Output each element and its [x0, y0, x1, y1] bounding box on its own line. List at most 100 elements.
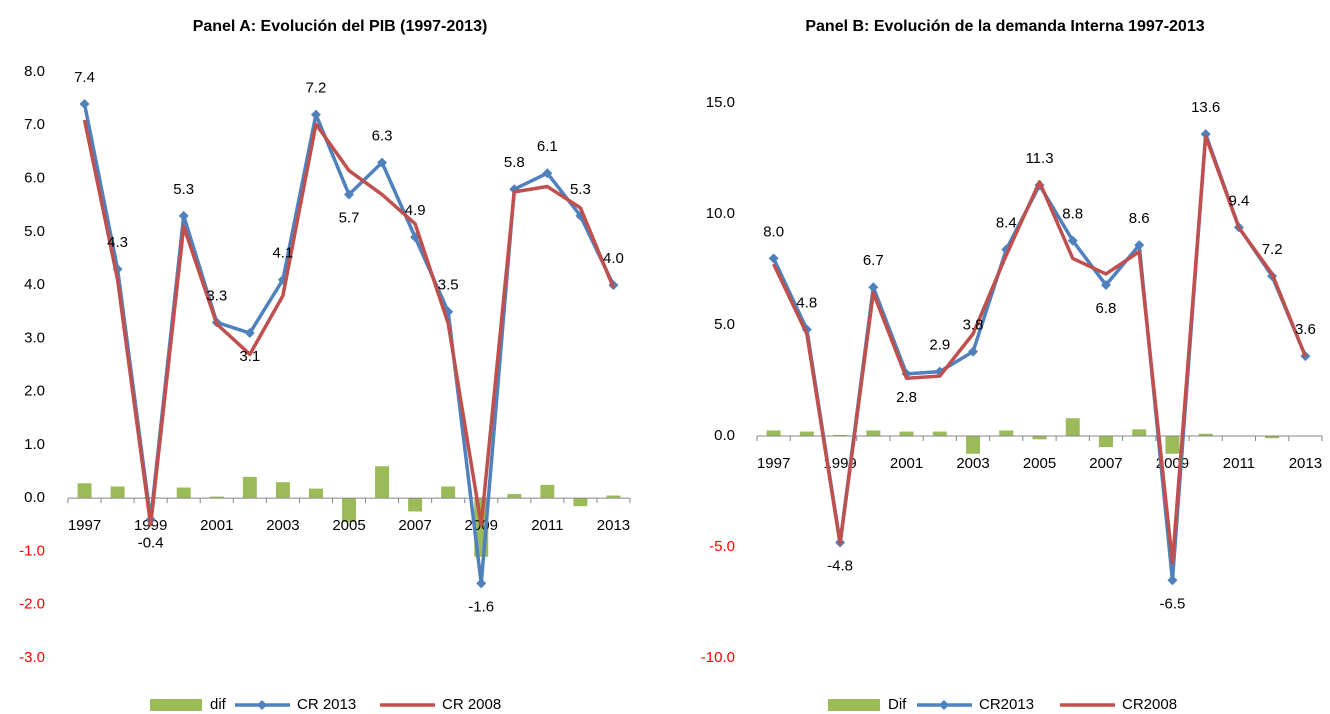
bar — [966, 436, 981, 454]
x-tick-label: 2007 — [1089, 455, 1122, 472]
data-label: -0.4 — [138, 534, 164, 551]
x-tick-label: 2007 — [398, 517, 431, 534]
marker — [476, 578, 487, 589]
bar — [77, 483, 92, 499]
data-label: 7.2 — [306, 80, 327, 97]
x-tick-label: 2013 — [597, 517, 630, 534]
legend-swatch — [828, 699, 880, 711]
y-tick-label: -10.0 — [701, 649, 735, 666]
legend-marker — [939, 700, 949, 710]
y-tick-label: 0.0 — [714, 427, 735, 444]
bar — [999, 430, 1014, 436]
bar — [573, 498, 588, 507]
data-label: 3.3 — [206, 287, 227, 304]
bar — [110, 486, 125, 499]
bar — [1265, 436, 1280, 439]
marker — [968, 346, 979, 357]
marker — [178, 210, 189, 221]
x-tick-label: 2011 — [531, 517, 563, 534]
y-tick-label: 5.0 — [24, 223, 45, 240]
y-tick-label: -1.0 — [19, 542, 45, 559]
line-series — [82, 119, 616, 527]
bar — [899, 431, 914, 436]
legend-label: dif — [210, 696, 227, 713]
y-tick-label: 10.0 — [706, 205, 735, 222]
data-label: 7.4 — [74, 69, 95, 86]
y-tick-label: -2.0 — [19, 596, 45, 613]
data-label: 5.8 — [504, 154, 525, 171]
data-label: 11.3 — [1025, 150, 1053, 167]
x-tick-label: 2005 — [332, 517, 365, 534]
data-label: 5.3 — [570, 181, 591, 198]
data-label: 6.3 — [372, 128, 393, 145]
data-label: 3.1 — [239, 348, 260, 365]
data-label: 8.4 — [996, 214, 1017, 231]
bar — [799, 431, 814, 436]
bar — [1132, 429, 1147, 436]
data-label: 4.1 — [272, 245, 293, 262]
data-label: 13.6 — [1191, 99, 1220, 116]
y-tick-label: -5.0 — [709, 538, 735, 555]
data-label: -4.8 — [827, 558, 853, 575]
data-label: 3.8 — [963, 317, 984, 334]
legend-label: CR2013 — [979, 696, 1034, 713]
data-label: -1.6 — [468, 598, 494, 615]
chart-title: Panel B: Evolución de la demanda Interna… — [805, 18, 1205, 35]
marker — [377, 157, 388, 168]
data-label: 8.8 — [1062, 206, 1083, 223]
marker — [1167, 575, 1178, 586]
legend-label: CR 2013 — [297, 696, 356, 713]
marker — [1134, 240, 1145, 251]
marker — [868, 282, 879, 293]
data-label: 7.2 — [1262, 241, 1283, 258]
bar — [342, 498, 356, 523]
x-tick-label: 2001 — [200, 517, 233, 534]
bar — [1098, 436, 1113, 448]
marker — [1100, 280, 1111, 291]
data-label: 5.3 — [173, 181, 194, 198]
bar — [932, 431, 947, 436]
y-tick-label: 4.0 — [24, 276, 45, 293]
bar — [766, 430, 781, 436]
legend-label: CR 2008 — [442, 696, 501, 713]
data-label: 3.6 — [1295, 321, 1316, 338]
data-label: 4.9 — [405, 202, 426, 219]
x-tick-label: 2003 — [266, 517, 299, 534]
y-tick-label: 2.0 — [24, 383, 45, 400]
y-tick-label: 15.0 — [706, 94, 735, 111]
data-label: 5.7 — [339, 209, 360, 226]
marker — [542, 168, 553, 179]
bar — [1065, 418, 1080, 436]
y-tick-label: -3.0 — [19, 649, 45, 666]
bar — [308, 488, 323, 499]
legend-label: CR2008 — [1122, 696, 1177, 713]
bar — [1032, 436, 1047, 440]
data-label: -6.5 — [1160, 595, 1186, 612]
data-label: 6.1 — [537, 138, 558, 155]
legend-swatch — [150, 699, 202, 711]
data-label: 4.8 — [796, 294, 817, 311]
marker — [244, 328, 255, 339]
bar — [143, 497, 158, 499]
x-tick-label: 2003 — [956, 455, 989, 472]
marker — [79, 98, 90, 109]
data-label: 4.0 — [603, 250, 624, 267]
legend-marker — [257, 700, 267, 710]
data-label: 6.8 — [1096, 300, 1117, 317]
bar — [242, 476, 257, 499]
line-series — [772, 134, 1308, 565]
data-label: 2.8 — [896, 389, 917, 406]
bar — [1198, 433, 1213, 436]
y-tick-label: 0.0 — [24, 489, 45, 506]
data-label: 6.7 — [863, 252, 884, 269]
x-tick-label: 1997 — [757, 455, 790, 472]
data-label: 8.6 — [1129, 210, 1150, 227]
bar — [1165, 436, 1180, 454]
x-tick-label: 2001 — [890, 455, 923, 472]
bar — [507, 493, 522, 499]
y-tick-label: 3.0 — [24, 329, 45, 346]
bar — [176, 487, 191, 499]
data-label: 4.3 — [107, 234, 128, 251]
